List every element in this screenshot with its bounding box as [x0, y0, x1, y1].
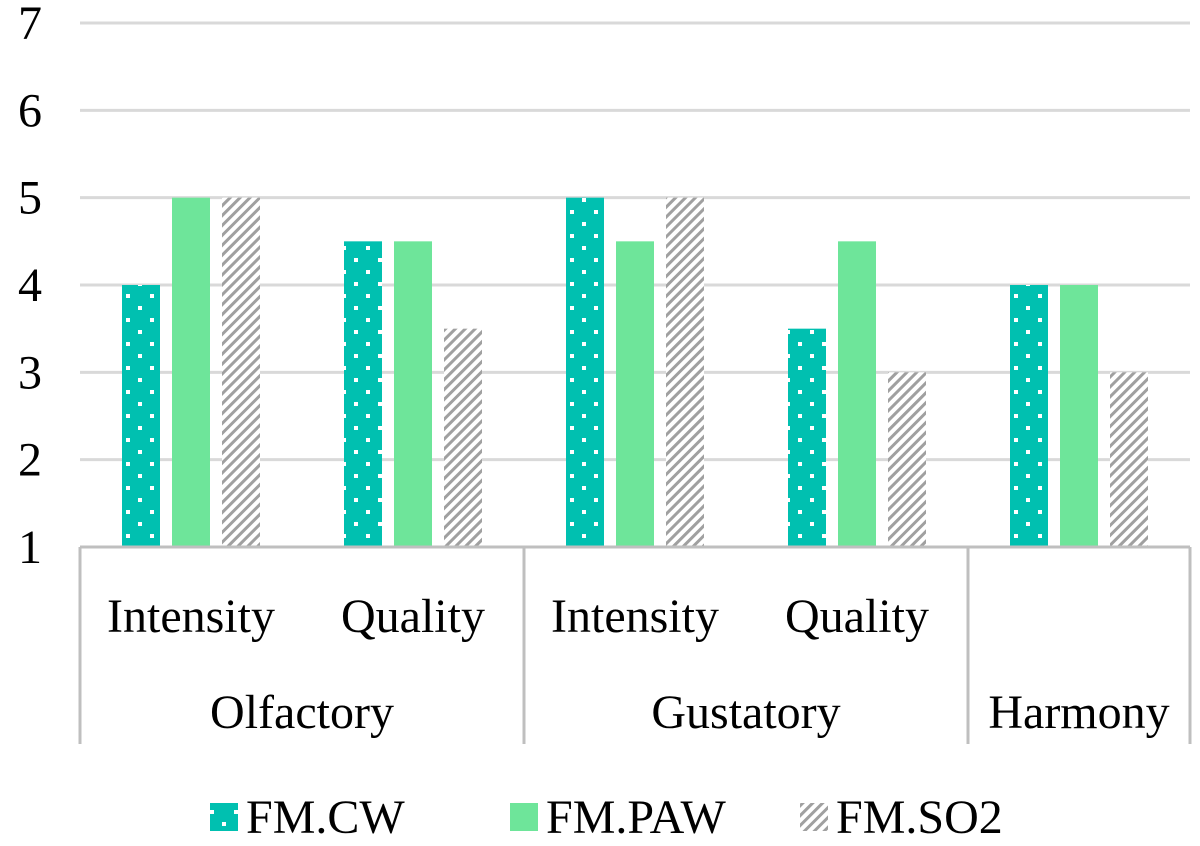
bar-fm-cw [122, 285, 160, 547]
bar-fm-so2 [444, 328, 482, 547]
legend: FM.CW FM.PAW FM.SO2 [210, 791, 1003, 844]
x-group-label: Harmony [988, 686, 1169, 739]
legend-label: FM.CW [246, 791, 405, 844]
y-tick-label: 6 [18, 84, 42, 137]
legend-swatch [800, 803, 828, 831]
y-tick-label: 4 [18, 259, 42, 312]
bar-fm-so2 [888, 372, 926, 547]
bar-fm-so2 [222, 197, 260, 547]
legend-swatch [210, 803, 238, 831]
bar-fm-paw [172, 197, 210, 547]
legend-swatch [510, 803, 538, 831]
y-tick-label: 5 [18, 172, 42, 225]
x-group-label: Gustatory [651, 686, 840, 739]
bar-fm-so2 [666, 197, 704, 547]
x-category-label: Quality [785, 590, 929, 643]
x-category-label: Quality [341, 590, 485, 643]
legend-label: FM.SO2 [836, 791, 1003, 844]
x-group-label: Olfactory [210, 686, 394, 739]
legend-label: FM.PAW [546, 791, 726, 844]
bar-fm-paw [394, 241, 432, 548]
bar-fm-paw [838, 241, 876, 548]
bars [122, 197, 1148, 548]
bar-fm-paw [616, 241, 654, 548]
y-tick-label: 7 [18, 0, 42, 50]
bar-fm-cw [788, 328, 826, 547]
y-tick-label: 2 [18, 434, 42, 487]
bar-fm-cw [1010, 285, 1048, 547]
bar-fm-so2 [1110, 372, 1148, 547]
y-axis-tick-labels: 1 2 3 4 5 6 7 [18, 0, 42, 574]
x-axis: Intensity Quality Intensity Quality Olfactor… [78, 545, 1192, 744]
bar-fm-paw [1060, 285, 1098, 547]
x-category-label: Intensity [551, 590, 719, 643]
x-category-label: Intensity [107, 590, 275, 643]
y-tick-label: 1 [18, 521, 42, 574]
bar-fm-cw [344, 241, 382, 548]
y-tick-label: 3 [18, 346, 42, 399]
bar-fm-cw [566, 197, 604, 547]
